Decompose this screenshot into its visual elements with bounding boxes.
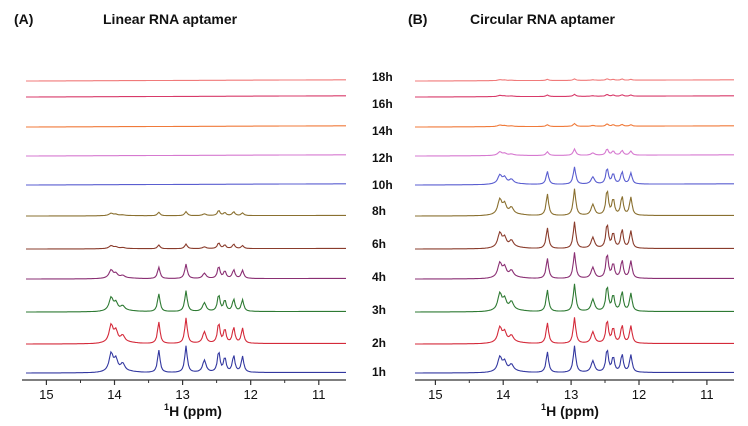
panel-a-traces — [26, 79, 346, 374]
time-label-8h: 8h — [372, 204, 386, 218]
spectrum-trace-10h — [415, 166, 734, 186]
spectrum-trace-6h — [415, 221, 734, 250]
panel-b-ticks: 15 14 13 12 11 — [428, 380, 714, 402]
time-label-16h: 16h — [372, 97, 393, 111]
panel-b-traces — [415, 78, 734, 374]
panel-a-ticks: 15 14 13 12 11 — [39, 380, 326, 402]
x-tick-label-12: 12 — [243, 387, 257, 402]
panel-b-title: Circular RNA aptamer — [470, 11, 616, 27]
spectrum-trace-1h — [26, 345, 346, 374]
x-tick-label-14: 14 — [496, 387, 510, 402]
time-label-18h: 18h — [372, 70, 393, 84]
time-labels: 18h 16h 14h 12h 10h 8h 6h 4h 3h 2h 1h — [372, 70, 393, 379]
panel-b-x-axis-sup: 1 — [541, 402, 546, 412]
spectrum-trace-16h — [26, 95, 346, 98]
spectrum-trace-12h — [415, 147, 734, 157]
time-label-3h: 3h — [372, 303, 386, 317]
x-tick-label-15: 15 — [428, 387, 442, 402]
spectrum-trace-4h — [26, 263, 346, 280]
time-label-12h: 12h — [372, 151, 393, 165]
panel-a-x-axis-title: 1H (ppm) — [164, 402, 222, 419]
x-tick-label-13: 13 — [175, 387, 189, 402]
time-label-10h: 10h — [372, 178, 393, 192]
time-label-2h: 2h — [372, 336, 386, 350]
panel-b-plot: 15 14 13 12 11 1H (ppm) — [415, 78, 734, 419]
spectrum-trace-2h — [26, 317, 346, 345]
panel-a-label: (A) — [14, 11, 33, 27]
panel-a-x-axis-text: H (ppm) — [169, 403, 222, 419]
spectrum-trace-8h — [26, 210, 346, 217]
spectrum-trace-3h — [415, 283, 734, 313]
spectrum-trace-1h — [415, 345, 734, 374]
spectrum-trace-14h — [415, 122, 734, 128]
time-label-1h: 1h — [372, 365, 386, 379]
time-label-4h: 4h — [372, 270, 386, 284]
spectrum-trace-16h — [415, 93, 734, 98]
spectrum-trace-18h — [26, 79, 346, 82]
x-tick-label-15: 15 — [39, 387, 53, 402]
x-tick-label-12: 12 — [632, 387, 646, 402]
spectrum-trace-12h — [26, 154, 346, 157]
panel-a-plot: 15 14 13 12 11 1H (ppm) — [22, 79, 346, 419]
panel-b-label: (B) — [408, 11, 427, 27]
time-label-6h: 6h — [372, 237, 386, 251]
spectrum-trace-4h — [415, 252, 734, 280]
x-tick-label-13: 13 — [564, 387, 578, 402]
x-tick-label-11: 11 — [312, 387, 326, 402]
spectrum-trace-8h — [415, 188, 734, 217]
spectrum-trace-6h — [26, 242, 346, 250]
panel-a-x-axis-sup: 1 — [164, 402, 169, 412]
spectrum-trace-3h — [26, 290, 346, 313]
panel-b-x-axis-text: H (ppm) — [546, 403, 599, 419]
time-label-14h: 14h — [372, 124, 393, 138]
panel-a-title: Linear RNA aptamer — [103, 11, 238, 27]
spectrum-trace-14h — [26, 125, 346, 128]
x-tick-label-11: 11 — [700, 387, 714, 402]
panel-b-x-axis-title: 1H (ppm) — [541, 402, 599, 419]
spectrum-trace-10h — [26, 183, 346, 186]
spectrum-trace-2h — [415, 317, 734, 345]
x-tick-label-14: 14 — [107, 387, 121, 402]
spectrum-trace-18h — [415, 78, 734, 82]
